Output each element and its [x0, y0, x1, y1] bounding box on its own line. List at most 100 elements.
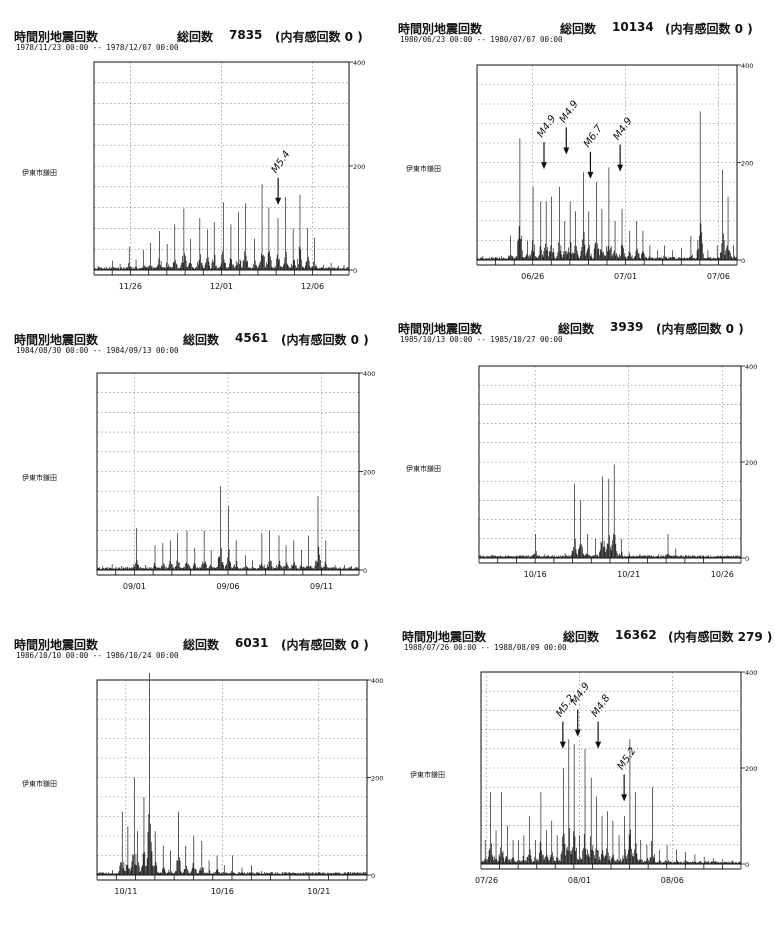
histogram-bar: [649, 556, 651, 558]
histogram-bar: [634, 792, 636, 864]
histogram-bar: [580, 859, 582, 864]
histogram-bar: [156, 266, 157, 270]
histogram-bar: [135, 259, 137, 270]
histogram-bar: [663, 255, 665, 260]
histogram-bar: [669, 861, 671, 864]
total-count-value: 7835: [229, 28, 263, 42]
histogram-bar: [194, 868, 195, 875]
histogram-bar: [653, 258, 655, 260]
histogram-bar: [334, 872, 335, 875]
annotation-arrowhead: [595, 741, 602, 749]
histogram-bar: [265, 567, 267, 570]
histogram-bar: [153, 566, 154, 570]
histogram-bar: [705, 861, 707, 864]
histogram-bar: [564, 553, 566, 558]
histogram-bar: [555, 556, 557, 558]
histogram-bar: [322, 872, 323, 875]
histogram-bar: [491, 257, 493, 260]
histogram-bar: [182, 262, 184, 270]
histogram-bar: [208, 261, 210, 270]
histogram-bar: [313, 873, 315, 875]
histogram-bar: [260, 873, 261, 875]
histogram-bar: [215, 266, 217, 270]
histogram-bar: [644, 254, 645, 260]
histogram-bar: [639, 554, 641, 558]
histogram-bar: [501, 556, 503, 558]
histogram-bar: [514, 861, 515, 864]
histogram-bar: [559, 861, 561, 864]
histogram-bar: [645, 257, 647, 260]
histogram-bar: [712, 556, 713, 558]
histogram-bar: [134, 268, 135, 270]
histogram-bar: [228, 266, 229, 270]
histogram-bar: [493, 555, 494, 558]
histogram-bar: [227, 873, 228, 875]
histogram-bar: [543, 250, 545, 260]
histogram-bar: [553, 252, 555, 260]
annotation-arrowhead: [275, 197, 282, 205]
histogram-bar: [137, 862, 139, 875]
histogram-bar: [577, 554, 578, 558]
histogram-bar: [660, 861, 662, 864]
histogram-bar: [222, 251, 223, 270]
histogram-bar: [633, 258, 634, 260]
histogram-bar: [191, 263, 192, 270]
histogram-bar: [673, 257, 675, 260]
histogram-bar: [646, 555, 648, 558]
histogram-bar: [703, 862, 704, 864]
histogram-bar: [501, 852, 503, 864]
histogram-bar: [292, 228, 294, 270]
histogram-bar: [597, 850, 599, 864]
histogram-bar: [529, 254, 531, 260]
histogram-bar: [281, 566, 282, 570]
histogram-bar: [614, 860, 616, 864]
histogram-bar: [597, 849, 598, 864]
histogram-bar: [103, 872, 105, 875]
histogram-bar: [722, 169, 723, 260]
histogram-bar: [511, 556, 513, 558]
histogram-bar: [547, 247, 549, 260]
histogram-bar: [318, 546, 320, 570]
histogram-bar: [508, 556, 510, 558]
histogram-bar: [711, 556, 713, 558]
histogram-bar: [159, 872, 161, 875]
histogram-bar: [113, 568, 115, 570]
histogram-bar: [157, 264, 159, 270]
histogram-bar: [130, 568, 132, 570]
histogram-bar: [542, 256, 544, 260]
histogram-bar: [347, 568, 348, 570]
histogram-bar: [295, 873, 297, 875]
histogram-bar: [707, 555, 709, 558]
histogram-bar: [628, 834, 630, 864]
histogram-bar: [305, 872, 306, 875]
histogram-bar: [166, 873, 167, 875]
histogram-bar: [163, 563, 164, 570]
histogram-bar: [132, 567, 134, 570]
histogram-bar: [239, 568, 241, 570]
histogram-bar: [486, 556, 487, 558]
histogram-bar: [318, 872, 320, 875]
histogram-bar: [519, 860, 521, 864]
histogram-bar: [187, 868, 188, 875]
histogram-bar: [334, 872, 336, 875]
histogram-bar: [162, 542, 164, 570]
histogram-bar: [246, 261, 248, 270]
histogram-bar: [273, 268, 275, 270]
histogram-bar: [142, 865, 143, 875]
histogram-bar: [264, 256, 265, 270]
histogram-bar: [699, 861, 700, 864]
histogram-bar: [119, 263, 121, 270]
histogram-bar: [104, 267, 106, 270]
histogram-bar: [653, 858, 655, 864]
histogram-bar: [526, 556, 528, 558]
histogram-bar: [677, 555, 679, 558]
chart-period: 1980/06/23 00:00 -- 1980/07/07 00:00: [400, 35, 563, 44]
histogram-bar: [267, 567, 269, 570]
histogram-bar: [487, 858, 488, 864]
histogram-bar: [545, 201, 547, 260]
histogram-bar: [593, 855, 595, 864]
histogram-bar: [726, 245, 728, 260]
histogram-bar: [205, 561, 207, 570]
histogram-bar: [121, 568, 123, 570]
histogram-bar: [671, 862, 673, 864]
